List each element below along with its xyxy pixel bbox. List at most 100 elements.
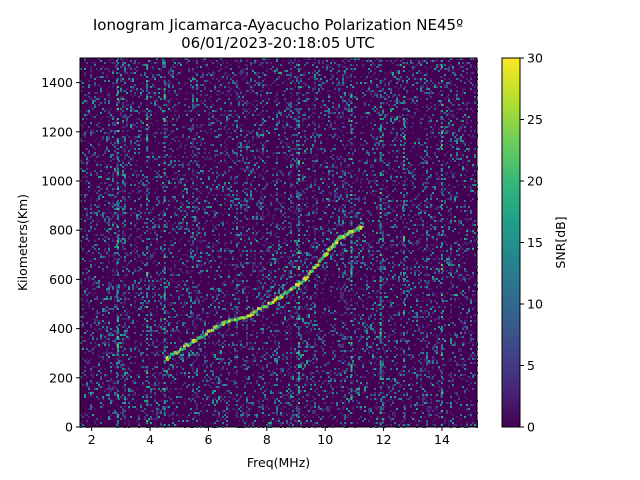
x-tick-label: 10 xyxy=(317,432,333,447)
trace-segment xyxy=(236,317,240,321)
trace-segment xyxy=(317,259,321,263)
colorbar-tick-label: 10 xyxy=(527,297,543,312)
y-tick-label: 200 xyxy=(49,370,73,385)
trace-segment xyxy=(204,332,208,336)
trace-segment xyxy=(244,315,248,319)
trace-segment xyxy=(322,254,326,258)
trace-segment xyxy=(288,288,292,292)
trace-segment xyxy=(248,314,252,318)
trace-segment xyxy=(194,339,198,343)
colorbar-label: SNR[dB] xyxy=(553,216,568,268)
trace-segment xyxy=(291,285,295,289)
trace-segment xyxy=(225,320,229,324)
trace-segment xyxy=(299,281,303,285)
trace-segment xyxy=(256,307,260,311)
trace-segment xyxy=(238,316,242,320)
x-tick-label: 4 xyxy=(146,432,154,447)
trace-segment xyxy=(188,342,192,346)
trace-segment xyxy=(294,283,298,287)
trace-segment xyxy=(316,263,320,267)
trace-segment xyxy=(175,351,179,355)
trace-segment xyxy=(329,246,333,250)
trace-segment xyxy=(275,296,279,300)
trace-segment xyxy=(286,290,290,294)
trace-segment xyxy=(279,294,283,298)
trace-segment xyxy=(331,245,335,249)
trace-segment xyxy=(166,357,170,361)
x-tick-label: 2 xyxy=(88,432,96,447)
trace-segment xyxy=(336,238,340,242)
trace-segment xyxy=(325,252,329,256)
x-tick-label: 8 xyxy=(263,432,271,447)
trace-segment xyxy=(240,316,244,320)
colorbar-tick-label: 5 xyxy=(527,358,535,373)
chart-title: Ionogram Jicamarca-Ayacucho Polarization… xyxy=(92,16,464,34)
trace-segment xyxy=(267,301,271,305)
trace-segment xyxy=(221,321,225,325)
trace-segment xyxy=(186,344,190,348)
trace-segment xyxy=(167,355,171,359)
trace-segment xyxy=(215,324,219,328)
noise-texture xyxy=(80,58,478,428)
trace-segment xyxy=(289,287,293,291)
trace-segment xyxy=(252,310,256,314)
x-axis-label: Freq(MHz) xyxy=(247,455,310,470)
x-tick-label: 12 xyxy=(376,432,392,447)
trace-segment xyxy=(261,305,265,309)
trace-segment xyxy=(263,305,267,309)
trace-segment xyxy=(313,266,317,270)
trace-segment xyxy=(242,316,246,320)
trace-segment xyxy=(293,286,297,290)
trace-segment xyxy=(301,279,305,283)
y-tick-label: 800 xyxy=(49,223,73,238)
trace-segment xyxy=(246,314,250,318)
trace-segment xyxy=(273,298,277,302)
trace-segment xyxy=(304,277,308,281)
x-tick-label: 14 xyxy=(434,432,450,447)
trace-segment xyxy=(357,226,361,230)
trace-segment xyxy=(182,344,186,348)
trace-segment xyxy=(200,335,204,339)
trace-segment xyxy=(217,325,221,329)
x-tick-label: 6 xyxy=(204,432,212,447)
trace-segment xyxy=(231,318,235,322)
echo-trace xyxy=(165,225,363,361)
colorbar-tick-label: 30 xyxy=(527,51,543,66)
trace-segment xyxy=(202,334,206,338)
trace-segment xyxy=(196,336,200,340)
y-tick-label: 600 xyxy=(49,272,73,287)
trace-segment xyxy=(271,300,275,304)
y-tick-label: 1200 xyxy=(41,124,73,139)
trace-segment xyxy=(227,319,231,323)
trace-segment xyxy=(198,335,202,339)
trace-segment xyxy=(320,256,324,260)
trace-segment xyxy=(265,305,269,309)
trace-segment xyxy=(206,329,210,333)
trace-segment xyxy=(250,311,254,315)
trace-segment xyxy=(190,340,194,344)
trace-segment xyxy=(259,307,263,311)
trace-segment xyxy=(284,291,288,295)
trace-segment xyxy=(347,231,351,235)
trace-segment xyxy=(306,275,310,279)
trace-segment xyxy=(307,272,311,276)
trace-segment xyxy=(281,293,285,297)
trace-segment xyxy=(171,352,175,356)
trace-segment xyxy=(283,291,287,295)
trace-segment xyxy=(223,320,227,324)
trace-segment xyxy=(173,350,177,354)
x-axis: 2 4 6 8 10 12 14 xyxy=(88,427,450,447)
trace-segment xyxy=(298,281,302,285)
trace-segment xyxy=(211,328,215,332)
y-tick-label: 400 xyxy=(49,321,73,336)
plot-frame xyxy=(79,57,478,428)
trace-segment xyxy=(192,339,196,343)
y-tick-label: 1000 xyxy=(41,174,73,189)
colorbar-tick-label: 25 xyxy=(527,112,543,127)
y-axis: 0 200 400 600 800 1000 1200 1400 xyxy=(41,75,80,435)
trace-segment xyxy=(234,318,238,322)
trace-segment xyxy=(179,348,183,352)
y-tick-label: 1400 xyxy=(41,75,73,90)
trace-segment xyxy=(219,323,223,327)
